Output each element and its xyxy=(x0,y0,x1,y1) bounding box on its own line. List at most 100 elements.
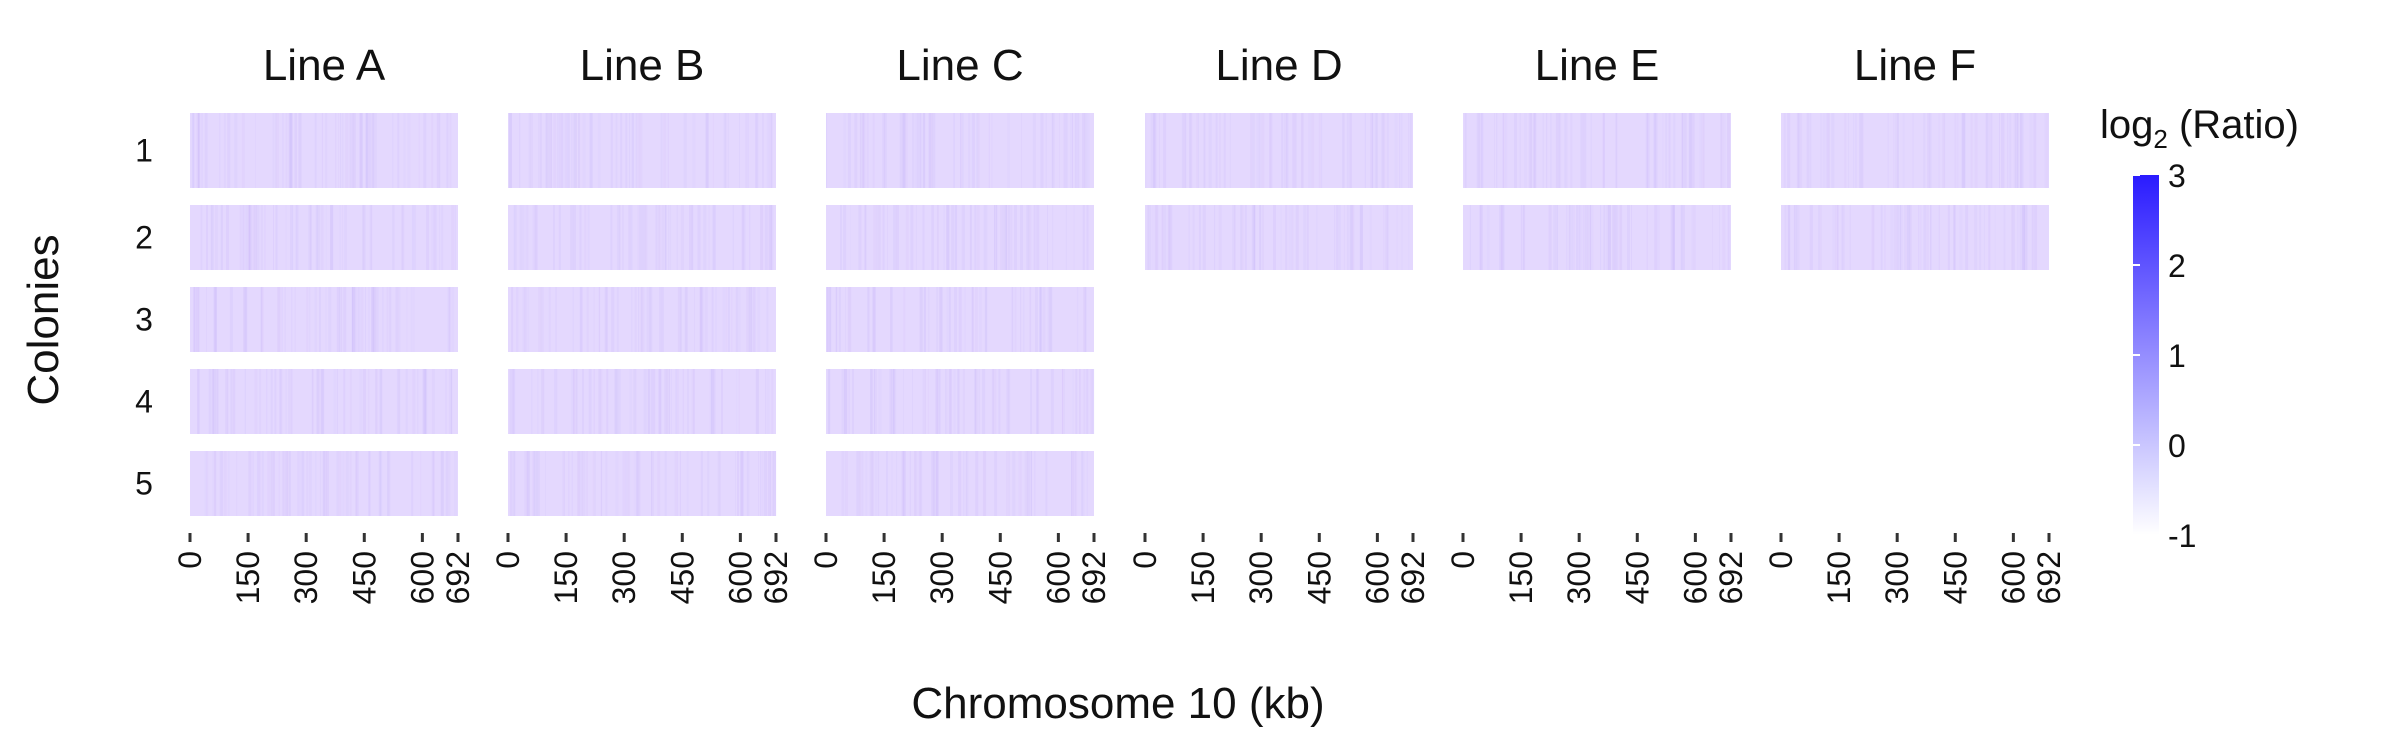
heatmap-stripe xyxy=(1920,205,1922,270)
heatmap-stripe xyxy=(664,451,667,516)
heatmap-stripe xyxy=(978,287,982,352)
heatmap-stripe xyxy=(827,287,831,352)
x-tick-label: 692 xyxy=(440,551,476,604)
heatmap-stripe xyxy=(1081,451,1085,516)
heatmap-stripe xyxy=(645,205,647,270)
heatmap-stripe xyxy=(657,205,660,270)
heatmap-stripe xyxy=(1701,113,1705,188)
heatmap-stripe xyxy=(1399,113,1401,188)
heatmap-stripe xyxy=(839,205,842,270)
heatmap-stripe xyxy=(325,113,328,188)
heatmap-stripe xyxy=(614,369,618,434)
heatmap-stripe xyxy=(278,451,280,516)
heatmap-stripe xyxy=(1618,205,1622,270)
heatmap-stripe xyxy=(1566,205,1568,270)
heatmap-stripe xyxy=(705,113,709,188)
x-tick-label: 450 xyxy=(346,551,382,604)
heatmap-stripe xyxy=(676,369,679,434)
heatmap-stripe xyxy=(336,287,340,352)
heatmap-stripe xyxy=(445,451,449,516)
heatmap-stripe xyxy=(1286,113,1288,188)
heatmap-stripe xyxy=(564,113,568,188)
heatmap-stripe xyxy=(1169,205,1173,270)
heatmap-stripe xyxy=(664,369,668,434)
heatmap-stripe xyxy=(1573,205,1575,270)
heatmap-stripe xyxy=(330,205,334,270)
heatmap-row-cell xyxy=(826,205,1094,270)
heatmap-stripe xyxy=(844,369,848,434)
heatmap-stripe xyxy=(418,113,420,188)
heatmap-stripe xyxy=(541,369,545,434)
heatmap-stripe xyxy=(1524,113,1528,188)
heatmap-stripe xyxy=(622,451,626,516)
heatmap-stripe xyxy=(1621,205,1623,270)
heatmap-stripe xyxy=(2016,113,2019,188)
heatmap-stripe xyxy=(699,287,701,352)
heatmap-stripe xyxy=(554,369,556,434)
heatmap-stripe xyxy=(407,113,411,188)
heatmap-stripe xyxy=(1285,205,1288,270)
heatmap-stripe xyxy=(1049,287,1053,352)
heatmap-stripe xyxy=(2025,205,2028,270)
heatmap-stripe xyxy=(308,451,312,516)
heatmap-stripe xyxy=(859,113,861,188)
panel: Line C 0 150 300 450 600 692 xyxy=(808,41,1112,604)
heatmap-stripe xyxy=(1499,205,1503,270)
heatmap-stripe xyxy=(919,287,923,352)
heatmap-stripe xyxy=(417,369,419,434)
heatmap-stripe xyxy=(637,113,641,188)
heatmap-stripe xyxy=(1718,205,1720,270)
heatmap-stripe xyxy=(582,451,586,516)
heatmap-stripe xyxy=(954,205,957,270)
heatmap-stripe xyxy=(1793,205,1795,270)
heatmap-stripe xyxy=(1849,205,1851,270)
heatmap-stripe xyxy=(285,205,287,270)
heatmap-stripe xyxy=(1153,113,1157,188)
heatmap-stripe xyxy=(272,113,274,188)
heatmap-stripe xyxy=(535,205,537,270)
heatmap-stripe xyxy=(844,369,848,434)
heatmap-stripe xyxy=(1020,287,1022,352)
heatmap-stripe xyxy=(1258,205,1261,270)
heatmap-stripe xyxy=(1249,113,1252,188)
panel-title: Line F xyxy=(1854,41,1976,90)
heatmap-stripe xyxy=(605,287,608,352)
heatmap-stripe xyxy=(970,205,972,270)
heatmap-stripe xyxy=(201,113,203,188)
x-tick-label: 150 xyxy=(548,551,584,604)
heatmap-stripe xyxy=(289,205,293,270)
heatmap-stripe xyxy=(451,287,455,352)
heatmap-stripe xyxy=(349,369,352,434)
heatmap-stripe xyxy=(273,451,275,516)
x-tick-label: 0 xyxy=(490,551,526,569)
heatmap-stripe xyxy=(1500,205,1504,270)
heatmap-stripe xyxy=(1680,205,1683,270)
heatmap-stripe xyxy=(244,369,246,434)
heatmap-stripe xyxy=(282,113,284,188)
heatmap-stripe xyxy=(1270,113,1273,188)
heatmap-stripe xyxy=(976,205,980,270)
heatmap-stripe xyxy=(536,369,539,434)
heatmap-stripe xyxy=(1232,205,1236,270)
heatmap-stripe xyxy=(213,287,217,352)
heatmap-stripe xyxy=(315,205,317,270)
heatmap-stripe xyxy=(1082,113,1086,188)
heatmap-stripe xyxy=(1861,113,1863,188)
heatmap-stripe xyxy=(1556,205,1558,270)
heatmap-stripe xyxy=(1600,205,1602,270)
heatmap-stripe xyxy=(1853,113,1855,188)
heatmap-stripe xyxy=(943,205,946,270)
heatmap-stripe xyxy=(659,287,663,352)
heatmap-stripe xyxy=(1349,113,1352,188)
heatmap-stripe xyxy=(248,205,251,270)
heatmap-stripe xyxy=(566,113,568,188)
heatmap-stripe xyxy=(1820,113,1823,188)
heatmap-stripe xyxy=(295,205,297,270)
heatmap-stripe xyxy=(1670,205,1672,270)
heatmap-stripe xyxy=(631,113,634,188)
heatmap-stripe xyxy=(1386,113,1389,188)
heatmap-stripe xyxy=(206,205,208,270)
heatmap-stripe xyxy=(1722,205,1726,270)
heatmap-stripe xyxy=(1587,205,1589,270)
heatmap-stripe xyxy=(1501,205,1505,270)
